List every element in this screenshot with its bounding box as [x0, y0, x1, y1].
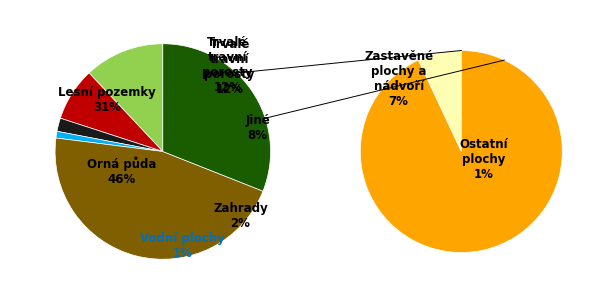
Text: Jiné
8%: Jiné 8%: [245, 114, 270, 142]
Wedge shape: [418, 51, 461, 152]
Wedge shape: [55, 138, 263, 259]
Text: Ostatní
plochy
1%: Ostatní plochy 1%: [459, 138, 508, 181]
Wedge shape: [57, 118, 163, 152]
Text: Zahrady
2%: Zahrady 2%: [213, 202, 268, 230]
Text: Vodní plochy
1%: Vodní plochy 1%: [140, 232, 224, 260]
Wedge shape: [361, 51, 562, 252]
Text: Trvalé
travní
porosty
12%: Trvalé travní porosty 12%: [204, 38, 255, 96]
Wedge shape: [163, 44, 271, 191]
Text: Orná půda
46%: Orná půda 46%: [87, 156, 157, 186]
Text: Zastavěné
plochy a
nádvoří
7%: Zastavěné plochy a nádvoří 7%: [364, 50, 433, 108]
Wedge shape: [89, 44, 163, 152]
Wedge shape: [60, 73, 163, 152]
Text: Trvalé
travní
porosty
12%: Trvalé travní porosty 12%: [202, 36, 253, 94]
Text: Lesní pozemky
31%: Lesní pozemky 31%: [58, 86, 156, 114]
Wedge shape: [56, 131, 163, 152]
